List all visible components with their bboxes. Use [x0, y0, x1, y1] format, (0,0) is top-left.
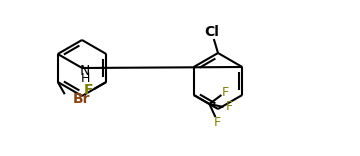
- Text: F: F: [226, 100, 233, 114]
- Text: F: F: [214, 115, 221, 129]
- Text: Br: Br: [73, 92, 90, 106]
- Text: N: N: [80, 64, 90, 78]
- Text: F: F: [83, 83, 93, 97]
- Text: F: F: [222, 85, 229, 98]
- Text: H: H: [80, 73, 90, 85]
- Text: Cl: Cl: [204, 25, 219, 39]
